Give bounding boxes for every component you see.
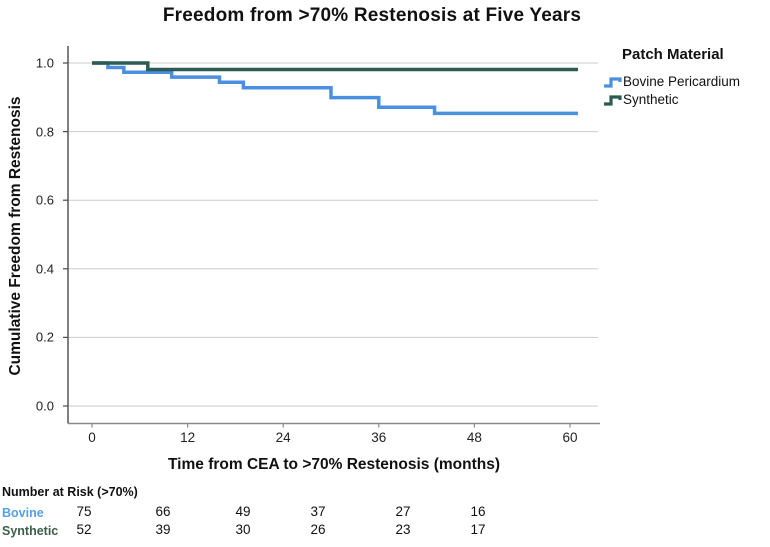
legend-entry-bovine: Bovine Pericardium: [603, 73, 768, 90]
legend-label: Bovine Pericardium: [623, 74, 741, 89]
x-axis-title: Time from CEA to >70% Restenosis (months…: [167, 456, 501, 473]
x-tick-label: 24: [275, 430, 291, 445]
risk-value: 75: [76, 504, 92, 519]
chart-title: Freedom from >70% Restenosis at Five Yea…: [162, 5, 582, 26]
risk-row-bovine: Bovine 75 66 49 37 27 16: [2, 504, 622, 522]
legend: Patch Material Bovine Pericardium Synthe…: [603, 46, 768, 109]
risk-value: 16: [470, 504, 486, 519]
number-at-risk-table: Number at Risk (>70%) Bovine 75 66 49 37 27 16…: [2, 485, 622, 540]
step-line-icon: [604, 94, 622, 106]
survival-curve-bovine: [92, 61, 578, 116]
step-line-icon: [604, 76, 622, 88]
risk-row-label: Synthetic: [2, 524, 59, 538]
risk-value: 49: [235, 504, 251, 519]
y-tick-label: 0.4: [35, 261, 54, 277]
legend-label: Synthetic: [623, 92, 679, 107]
y-tick-label: 0.8: [35, 124, 54, 140]
risk-value: 27: [395, 504, 411, 519]
x-tick-label: 36: [371, 430, 387, 445]
x-tick-label: 48: [466, 430, 482, 445]
risk-value: 37: [310, 504, 326, 519]
risk-row-label: Bovine: [2, 506, 44, 520]
legend-entry-synthetic: Synthetic: [603, 91, 768, 108]
x-tick-label: 60: [562, 430, 578, 445]
risk-value: 30: [235, 522, 251, 537]
y-tick-label: 1.0: [35, 55, 54, 71]
y-tick-label: 0.6: [35, 192, 54, 208]
legend-title: Patch Material: [622, 46, 724, 63]
x-tick-label: 12: [180, 430, 196, 445]
risk-value: 66: [155, 504, 171, 519]
risk-value: 23: [395, 522, 411, 537]
survival-curve-synthetic: [92, 61, 578, 72]
risk-value: 39: [155, 522, 171, 537]
y-tick-label: 0.0: [35, 398, 54, 414]
x-tick-label: 0: [88, 430, 96, 445]
risk-value: 17: [470, 522, 486, 537]
y-tick-label: 0.2: [35, 329, 54, 345]
risk-value: 52: [76, 522, 92, 537]
risk-row-synthetic: Synthetic 52 39 30 26 23 17: [2, 522, 622, 540]
risk-table-rows: Bovine 75 66 49 37 27 16 Synthetic 52 39 30 26 23 17: [2, 504, 622, 540]
risk-table-header: Number at Risk (>70%): [2, 485, 138, 499]
risk-value: 26: [310, 522, 326, 537]
